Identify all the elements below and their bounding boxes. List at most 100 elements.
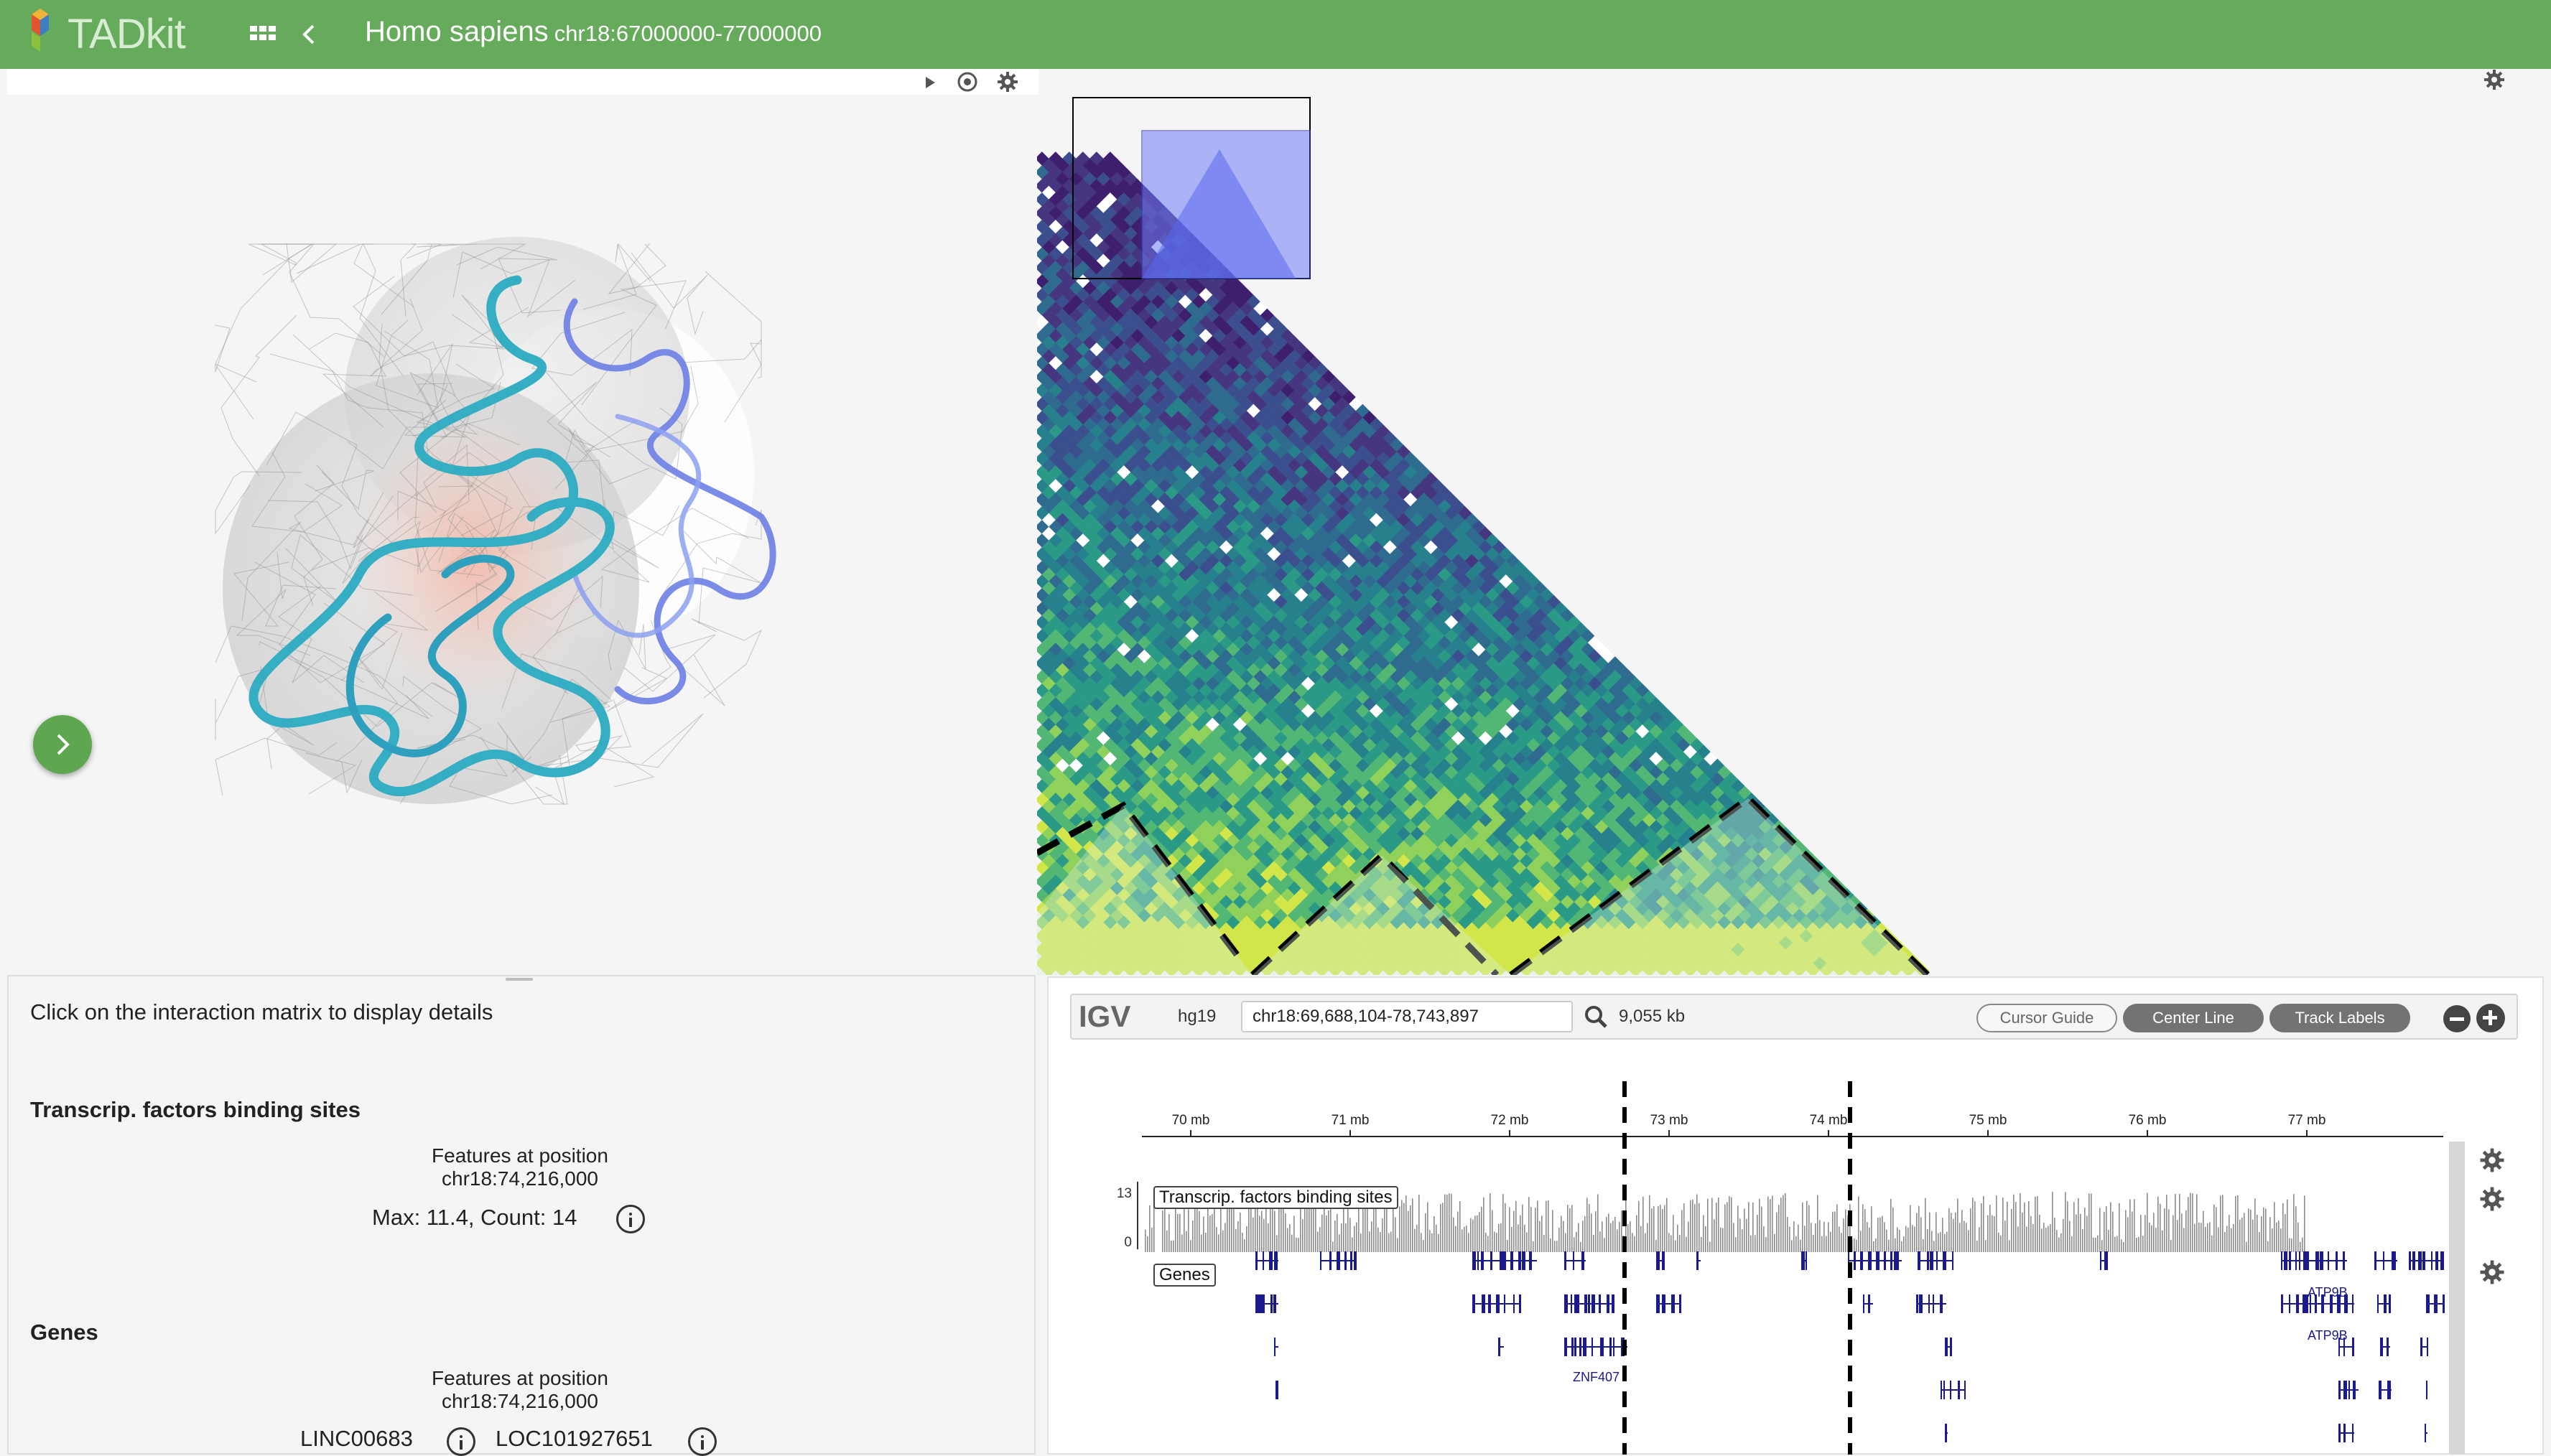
tf-bar xyxy=(1528,1197,1530,1252)
tf-bar xyxy=(1371,1221,1372,1252)
back-chevron-icon[interactable] xyxy=(294,19,323,50)
tf-bar xyxy=(1416,1225,1418,1252)
gene-exon xyxy=(1529,1251,1532,1270)
tf-track-min: 0 xyxy=(1124,1235,1132,1250)
tf-bar xyxy=(1591,1213,1592,1252)
tf-bar xyxy=(1895,1238,1896,1252)
tf-bar xyxy=(1520,1215,1521,1252)
tf-bar xyxy=(2207,1223,2208,1252)
apps-grid-icon[interactable] xyxy=(248,20,277,49)
tf-bar xyxy=(1675,1241,1676,1252)
tadkit-logo[interactable]: TADkit xyxy=(20,4,185,62)
tf-bar xyxy=(1821,1236,1823,1252)
tf-bar xyxy=(1686,1237,1687,1252)
tf-bar xyxy=(2041,1228,2043,1252)
tf-bar xyxy=(1755,1235,1756,1252)
zoom-out-icon[interactable] xyxy=(2443,1005,2471,1032)
tf-bar xyxy=(1707,1199,1709,1252)
tf-bar xyxy=(1664,1205,1665,1252)
track-labels-button[interactable]: Track Labels xyxy=(2269,1004,2410,1032)
search-icon[interactable] xyxy=(1583,1004,1609,1030)
play-icon[interactable] xyxy=(918,70,942,95)
tf-bar xyxy=(1377,1228,1379,1252)
panel-splitter-handle[interactable] xyxy=(506,978,533,981)
tf-bar xyxy=(1386,1204,1388,1252)
tf-bar xyxy=(1546,1201,1547,1252)
matrix-settings-gear-icon[interactable] xyxy=(2482,67,2506,92)
gene-exon xyxy=(1490,1251,1492,1270)
tf-bar xyxy=(1384,1204,1385,1252)
tf-bar xyxy=(2300,1242,2301,1252)
tf-bar xyxy=(1800,1240,1801,1252)
tf-bar xyxy=(2254,1198,2256,1252)
tf-bar xyxy=(1147,1236,1148,1252)
tf-bar xyxy=(1694,1204,1696,1252)
center-line-button[interactable]: Center Line xyxy=(2123,1004,2264,1032)
tf-bar xyxy=(1599,1231,1601,1252)
tf-bar xyxy=(1274,1210,1276,1252)
tf-bar xyxy=(1679,1235,1681,1252)
tf-bar xyxy=(1798,1225,1799,1252)
tf-bar xyxy=(2233,1224,2234,1252)
tf-bar xyxy=(1681,1210,1683,1252)
gene-exon xyxy=(1337,1251,1340,1270)
tf-bar xyxy=(1462,1229,1463,1252)
tf-bar xyxy=(1901,1241,1902,1252)
tf-bar xyxy=(1304,1203,1306,1252)
tf-bar xyxy=(1483,1198,1484,1252)
tf-bar xyxy=(1815,1223,1816,1252)
species-name: Homo sapiens xyxy=(365,16,549,47)
tf-bar xyxy=(2114,1237,2116,1252)
tf-bar xyxy=(2013,1195,2015,1252)
gene-info-icon[interactable] xyxy=(447,1427,475,1456)
tf-bar xyxy=(1399,1207,1400,1252)
tf-bar xyxy=(1739,1219,1741,1252)
locus-search-input[interactable] xyxy=(1241,1001,1573,1032)
next-panel-button[interactable] xyxy=(33,715,92,774)
tf-bar xyxy=(2276,1223,2277,1252)
tf-bar xyxy=(1418,1195,1420,1252)
gene-name: LOC101927651 xyxy=(496,1426,653,1452)
tf-bar xyxy=(1742,1229,1743,1252)
tf-bar xyxy=(2073,1202,2075,1252)
tf-bar xyxy=(2185,1210,2187,1252)
gene-info-icon[interactable] xyxy=(688,1427,717,1456)
tf-bar xyxy=(2203,1211,2204,1252)
tf-bar xyxy=(1914,1226,1915,1252)
tf-bar xyxy=(2017,1226,2019,1252)
interaction-matrix[interactable] xyxy=(1037,95,1956,975)
tf-bar xyxy=(1485,1233,1487,1252)
tf-bar xyxy=(1808,1205,1810,1252)
gear-icon[interactable] xyxy=(995,70,1020,94)
chromatin-3d-model[interactable] xyxy=(172,215,819,833)
tf-bar xyxy=(1203,1217,1204,1252)
tf-bar xyxy=(1205,1233,1207,1252)
tf-bar xyxy=(1552,1210,1553,1252)
target-icon[interactable] xyxy=(955,70,980,94)
tf-bar xyxy=(2084,1208,2086,1252)
tf-bar xyxy=(1912,1225,1913,1252)
tf-bar xyxy=(2097,1236,2099,1252)
zoom-in-icon[interactable] xyxy=(2476,1004,2505,1032)
tf-bar xyxy=(1677,1225,1678,1252)
tf-bar xyxy=(1214,1205,1215,1252)
tf-bar xyxy=(1776,1213,1778,1252)
tf-bar xyxy=(1470,1218,1472,1252)
tf-bar xyxy=(1192,1221,1194,1252)
tf-bar xyxy=(1791,1240,1793,1252)
cursor-guide-button[interactable]: Cursor Guide xyxy=(1976,1004,2117,1032)
tf-bar xyxy=(1436,1225,1437,1252)
tf-info-icon[interactable] xyxy=(616,1205,645,1233)
tf-bar xyxy=(1293,1215,1295,1252)
tf-bar xyxy=(1188,1209,1189,1252)
tf-bar xyxy=(1151,1228,1153,1252)
tf-bar xyxy=(2112,1211,2114,1252)
tf-bar xyxy=(1190,1240,1191,1252)
tf-bar xyxy=(2095,1238,2096,1252)
tf-bar xyxy=(1513,1210,1515,1252)
tf-bar xyxy=(2030,1216,2032,1252)
tf-bar xyxy=(2138,1237,2139,1252)
tf-bar xyxy=(2000,1236,2002,1252)
tf-bar xyxy=(1813,1235,1814,1252)
